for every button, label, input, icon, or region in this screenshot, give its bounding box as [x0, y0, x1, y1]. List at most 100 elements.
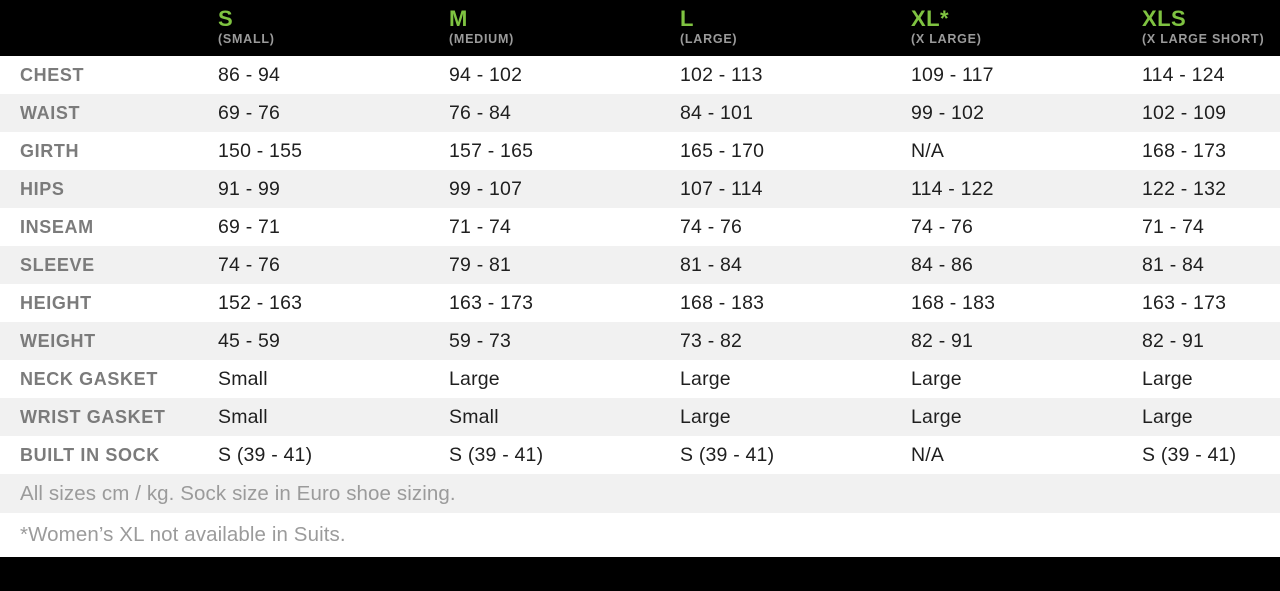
size-value-cell: 82 - 91 [1142, 329, 1205, 352]
row-label: INSEAM [20, 216, 94, 237]
size-value-cell: 163 - 173 [449, 291, 534, 314]
size-value-cell: 69 - 71 [218, 215, 281, 238]
size-value-cell: 152 - 163 [218, 291, 303, 314]
size-value-cell: 81 - 84 [680, 253, 743, 276]
size-value-cell: 45 - 59 [218, 329, 281, 352]
size-value-cell: 74 - 76 [911, 215, 974, 238]
size-value-cell: 102 - 113 [680, 63, 763, 86]
size-value-cell: 114 - 122 [911, 177, 994, 200]
size-sublabel: (X LARGE SHORT) [1142, 32, 1265, 46]
size-value-cell: 74 - 76 [218, 253, 281, 276]
size-chart-header: S (SMALL) M (MEDIUM) L (LARGE) XL* (X LA… [0, 0, 1280, 56]
column-header-xls: XLS (X LARGE SHORT) [1142, 0, 1280, 48]
size-value-cell: S (39 - 41) [449, 443, 544, 466]
table-row: WRIST GASKET Small Small Large Large Large [0, 398, 1280, 436]
size-value-cell: 74 - 76 [680, 215, 743, 238]
column-header-xl: XL* (X LARGE) [911, 0, 1142, 48]
size-value-cell: Large [1142, 405, 1193, 428]
size-letter: XLS [1142, 6, 1187, 31]
size-value-cell: 79 - 81 [449, 253, 512, 276]
size-value-cell: 150 - 155 [218, 139, 303, 162]
row-label: NECK GASKET [20, 368, 158, 389]
table-row: HEIGHT 152 - 163 163 - 173 168 - 183 168 - 1… [0, 284, 1280, 322]
size-value-cell: 82 - 91 [911, 329, 974, 352]
size-value-cell: 84 - 86 [911, 253, 974, 276]
size-value-cell: 109 - 117 [911, 63, 994, 86]
size-table-body: CHEST 86 - 94 94 - 102 102 - 113 109 - 117 11… [0, 56, 1280, 474]
size-value-cell: 69 - 76 [218, 101, 281, 124]
size-value-cell: 107 - 114 [680, 177, 763, 200]
size-value-cell: 168 - 183 [680, 291, 765, 314]
table-row: BUILT IN SOCK S (39 - 41) S (39 - 41) S (39… [0, 436, 1280, 474]
size-value-cell: 114 - 124 [1142, 63, 1225, 86]
size-value-cell: 86 - 94 [218, 63, 281, 86]
table-row: NECK GASKET Small Large Large Large Large [0, 360, 1280, 398]
column-header-m: M (MEDIUM) [449, 0, 680, 48]
size-value-cell: 102 - 109 [1142, 101, 1227, 124]
size-value-cell: 168 - 183 [911, 291, 996, 314]
size-value-cell: Small [218, 367, 268, 390]
size-letter: XL* [911, 6, 949, 31]
size-value-cell: 59 - 73 [449, 329, 512, 352]
size-value-cell: Large [1142, 367, 1193, 390]
size-value-cell: 165 - 170 [680, 139, 765, 162]
note-womens-xl-text: *Women’s XL not available in Suits. [20, 523, 346, 546]
size-value-cell: 73 - 82 [680, 329, 743, 352]
size-value-cell: Large [449, 367, 500, 390]
row-label: WEIGHT [20, 330, 96, 351]
size-sublabel: (MEDIUM) [449, 32, 515, 46]
table-row: WEIGHT 45 - 59 59 - 73 73 - 82 82 - 91 82 - 9… [0, 322, 1280, 360]
note-womens-xl: *Women’s XL not available in Suits. [0, 513, 1280, 557]
size-value-cell: 76 - 84 [449, 101, 512, 124]
size-sublabel: (X LARGE) [911, 32, 982, 46]
table-row: GIRTH 150 - 155 157 - 165 165 - 170 N/A 168 -… [0, 132, 1280, 170]
size-value-cell: 84 - 101 [680, 101, 754, 124]
row-label: HEIGHT [20, 292, 92, 313]
row-label: WRIST GASKET [20, 406, 166, 427]
row-label: GIRTH [20, 140, 80, 161]
size-value-cell: 168 - 173 [1142, 139, 1227, 162]
size-value-cell: Large [911, 405, 962, 428]
table-row: WAIST 69 - 76 76 - 84 84 - 101 99 - 102 102 -… [0, 94, 1280, 132]
size-value-cell: S (39 - 41) [680, 443, 775, 466]
row-label: BUILT IN SOCK [20, 444, 160, 465]
header-spacer-cell [0, 0, 218, 7]
note-units: All sizes cm / kg. Sock size in Euro sho… [0, 474, 1280, 513]
bottom-black-bar [0, 557, 1280, 591]
size-value-cell: Large [680, 367, 731, 390]
size-value-cell: Small [218, 405, 268, 428]
row-label: WAIST [20, 102, 81, 123]
size-value-cell: 163 - 173 [1142, 291, 1227, 314]
size-value-cell: 71 - 74 [449, 215, 512, 238]
table-row: CHEST 86 - 94 94 - 102 102 - 113 109 - 117 11… [0, 56, 1280, 94]
size-letter: L [680, 6, 694, 31]
size-value-cell: N/A [911, 443, 945, 466]
column-header-s: S (SMALL) [218, 0, 449, 48]
size-value-cell: Large [911, 367, 962, 390]
size-value-cell: 94 - 102 [449, 63, 523, 86]
table-row: SLEEVE 74 - 76 79 - 81 81 - 84 84 - 86 81 - 8… [0, 246, 1280, 284]
size-value-cell: 71 - 74 [1142, 215, 1205, 238]
size-value-cell: S (39 - 41) [218, 443, 313, 466]
size-value-cell: 81 - 84 [1142, 253, 1205, 276]
size-value-cell: N/A [911, 139, 945, 162]
size-sublabel: (SMALL) [218, 32, 275, 46]
row-label: SLEEVE [20, 254, 95, 275]
size-value-cell: 99 - 102 [911, 101, 985, 124]
size-value-cell: 99 - 107 [449, 177, 523, 200]
size-value-cell: 157 - 165 [449, 139, 534, 162]
size-letter: S [218, 6, 234, 31]
size-value-cell: Large [680, 405, 731, 428]
column-header-l: L (LARGE) [680, 0, 911, 48]
row-label: HIPS [20, 178, 65, 199]
size-sublabel: (LARGE) [680, 32, 738, 46]
size-value-cell: 91 - 99 [218, 177, 281, 200]
size-value-cell: 122 - 132 [1142, 177, 1227, 200]
table-row: INSEAM 69 - 71 71 - 74 74 - 76 74 - 76 71 - 7… [0, 208, 1280, 246]
row-label: CHEST [20, 64, 85, 85]
size-value-cell: S (39 - 41) [1142, 443, 1237, 466]
size-letter: M [449, 6, 468, 31]
table-row: HIPS 91 - 99 99 - 107 107 - 114 114 - 122 122… [0, 170, 1280, 208]
note-units-text: All sizes cm / kg. Sock size in Euro sho… [20, 481, 456, 505]
